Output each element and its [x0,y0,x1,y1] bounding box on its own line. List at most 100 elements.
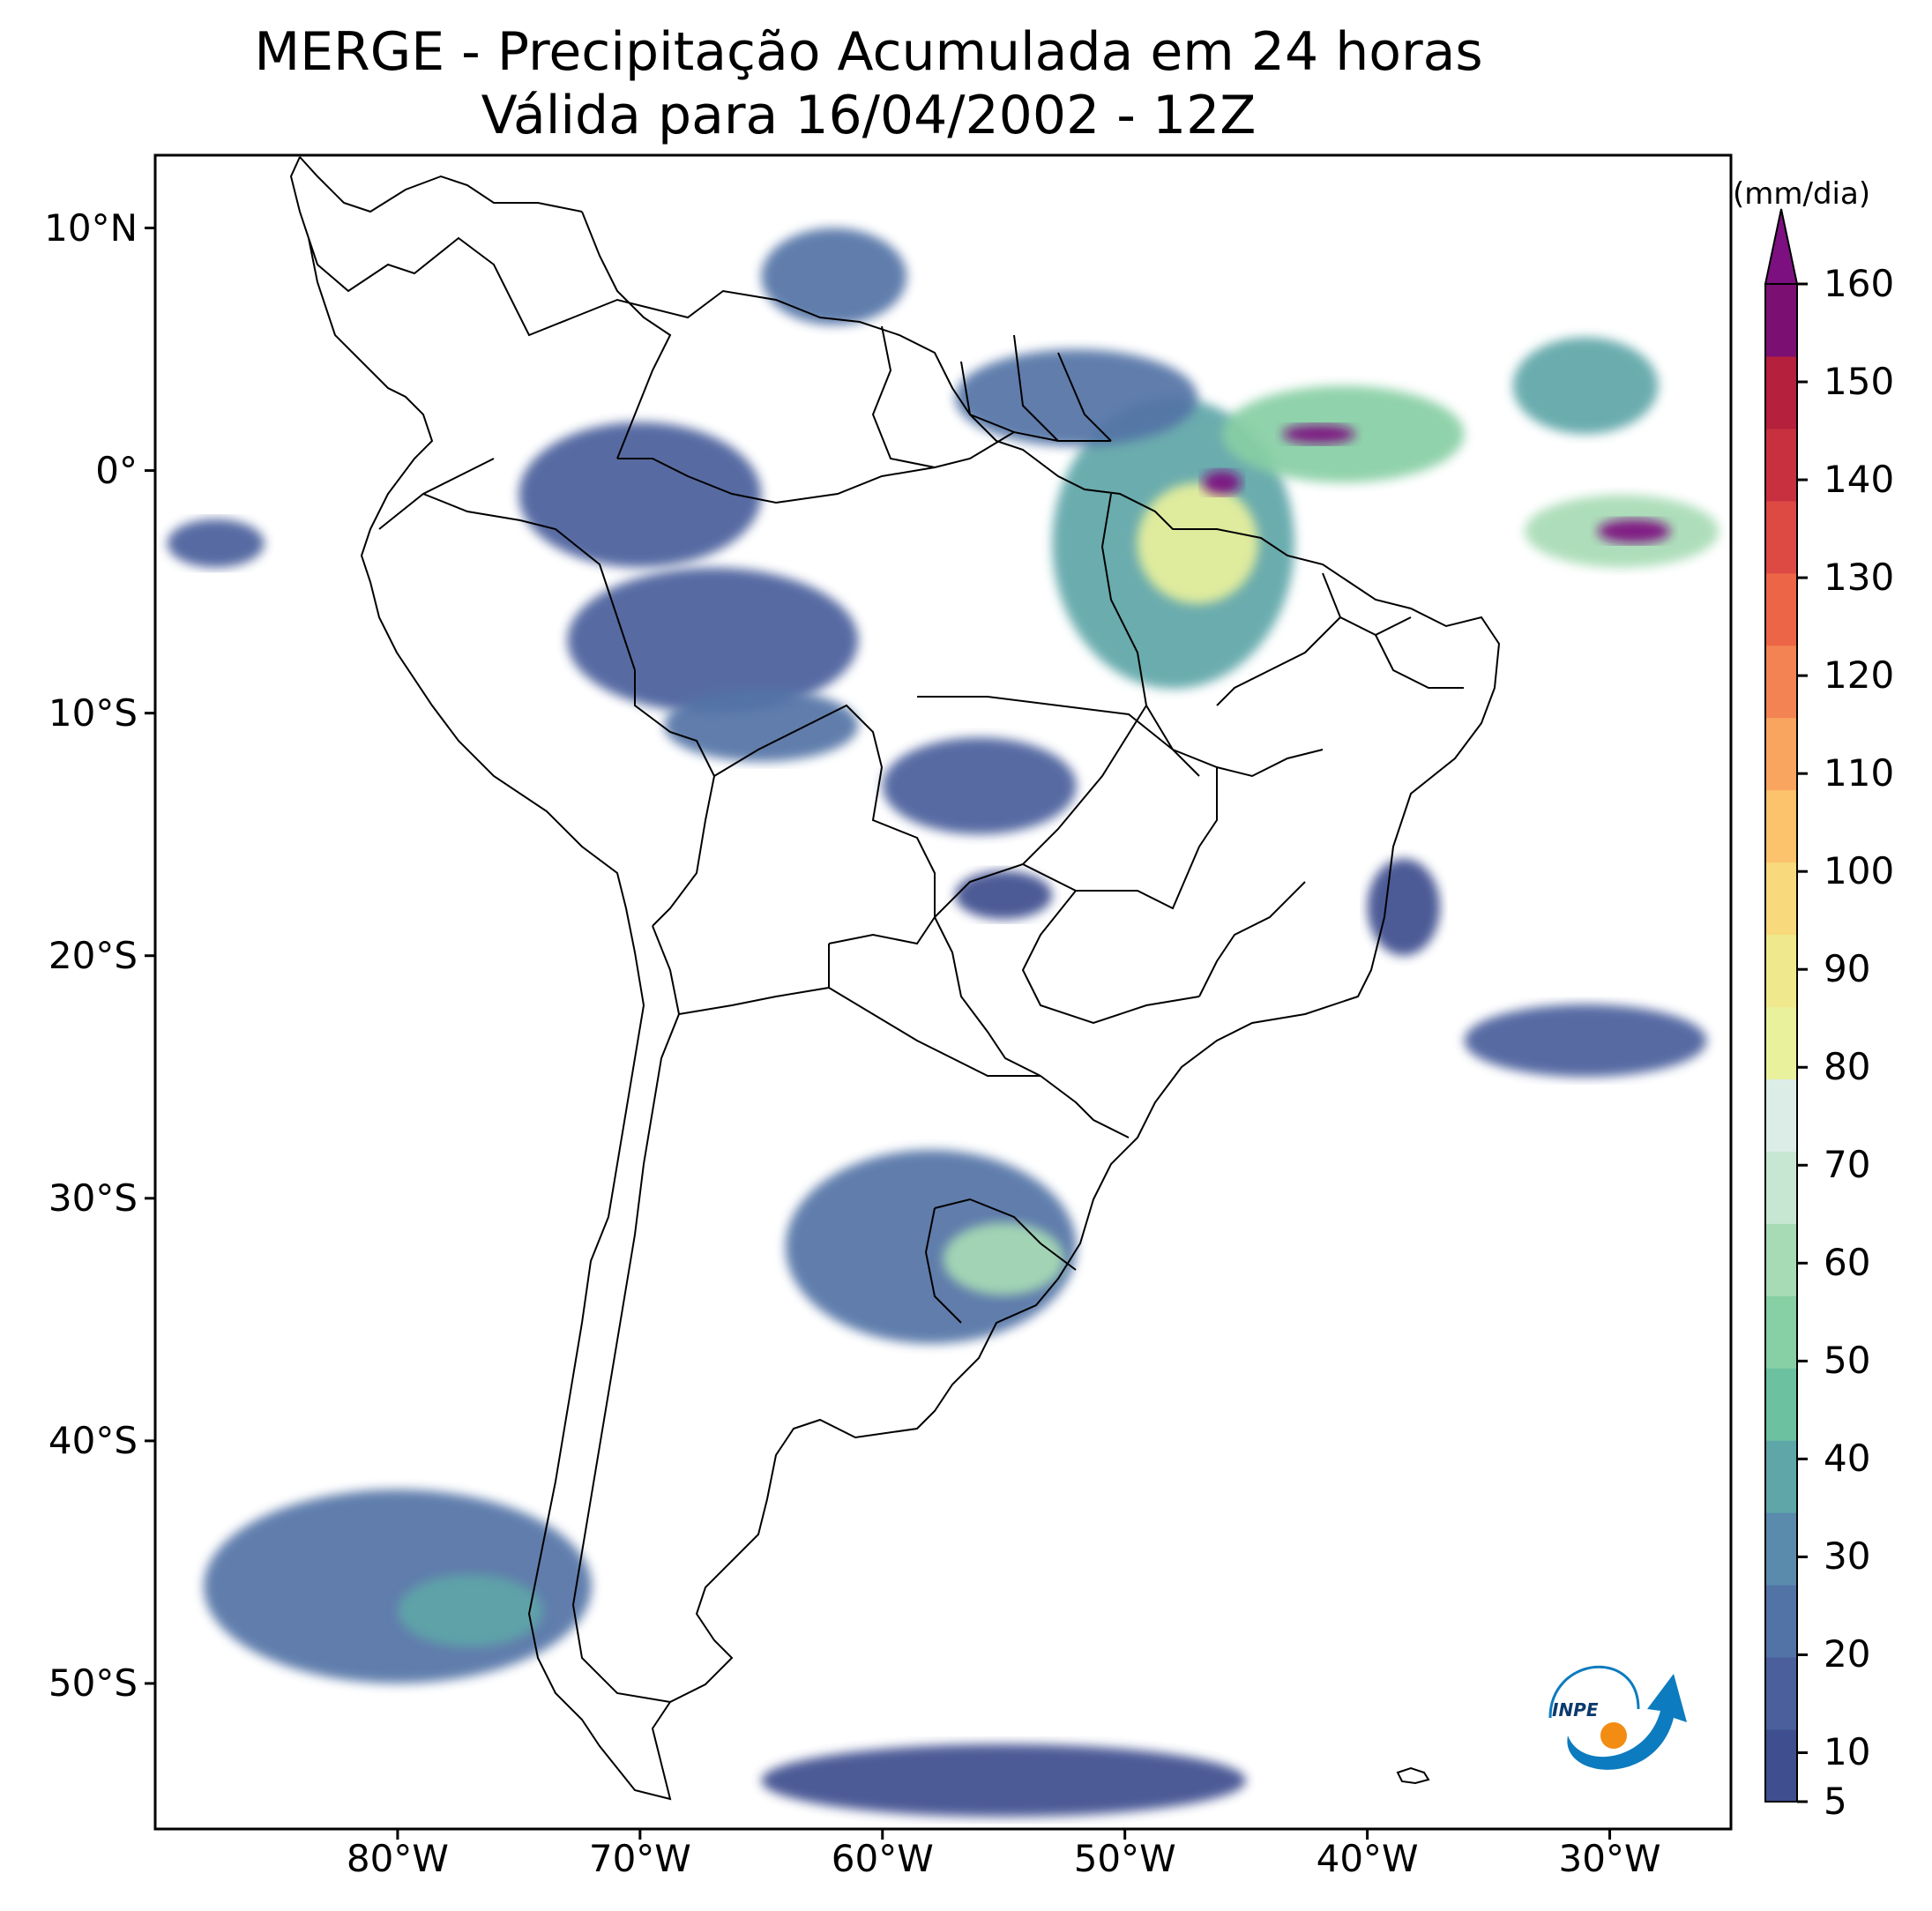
logo-thin-arc [1548,1665,1640,1719]
border-colombia-venezuela [581,211,672,459]
central-america-coastline [289,156,583,239]
map-title-line2: Válida para 16/04/2002 - 12Z [481,85,1257,146]
lat-tick-label: 10°S [48,690,138,735]
colorbar-segment [1765,1657,1797,1730]
lat-tick-label: 50°S [48,1661,138,1705]
border-colombia-peru [422,493,636,671]
lon-tick-label: 30°W [1558,1837,1661,1880]
precip-area-patagonia-core [397,1574,543,1647]
border-bolivia-paraguay [828,916,936,945]
colorbar-segment [1765,1151,1797,1224]
colorbar-segment [1765,1512,1797,1586]
coastline-and-borders [289,156,1501,1801]
border-suriname-guiana [1013,334,1059,442]
precip-area-atlantic-north-1-max [1282,424,1355,444]
precip-area-para-max [1202,470,1242,496]
lat-tick-label: 20°S [48,933,138,977]
colorbar-tick-label: 70 [1824,1143,1871,1187]
border-peru-brazil [634,670,715,777]
colorbar-segment [1765,1079,1797,1152]
lon-tick-label: 60°W [831,1837,934,1880]
border-guyana-suriname [960,361,1015,433]
colorbar-segment [1765,1006,1797,1079]
precipitation-layer [167,228,1719,1818]
precip-area-atlantic-north-3-max [1597,519,1671,544]
colorbar-tick-label: 120 [1824,653,1895,698]
brazil-state-lines [917,493,1464,1025]
precip-area-colombia-amazon [518,422,762,568]
border-chile-argentina [571,1013,680,1703]
colorbar-tick-label: 5 [1824,1780,1847,1823]
lon-tick-label: 50°W [1073,1837,1176,1880]
border-ecuador-peru [378,458,495,530]
map-title-line1: MERGE - Precipitação Acumulada em 24 hor… [254,21,1483,83]
colorbar-tick-label: 50 [1824,1339,1871,1383]
colorbar-tick-label: 10 [1824,1730,1871,1774]
lat-tick-label: 0° [95,448,138,492]
border-uruguay-argentina [924,1207,962,1324]
colorbar-segment [1765,500,1797,574]
logo-orange-dot [1600,1722,1627,1749]
border-uruguay-brazil [934,1198,1077,1271]
map-frame [153,153,1733,1831]
precip-area-western-amazon [567,567,859,713]
colorbar [1764,208,1808,1803]
colorbar-tick-label: 60 [1824,1241,1871,1285]
colorbar-tick-label: 100 [1824,849,1895,893]
colorbar-segment [1765,1295,1797,1369]
colorbar-segment [1765,1585,1797,1658]
colorbar-segment [1765,1729,1797,1803]
colorbar-tick-label: 40 [1824,1437,1871,1481]
falkland-islands [1396,1766,1430,1785]
lon-tick-label: 80°W [346,1837,449,1880]
precip-area-para-core [1137,482,1258,604]
border-brazil-north [617,430,1111,504]
precip-area-pacific-equator [167,519,265,568]
lat-tick-label: 10°N [44,205,138,250]
colorbar-segment [1765,645,1797,719]
colorbar-tick-label: 130 [1824,556,1895,600]
colorbar-tick-label: 110 [1824,751,1895,795]
border-guiana-brazil [1057,352,1112,442]
lon-tick-label: 70°W [588,1837,691,1880]
colorbar-segment [1765,572,1797,646]
colorbar-units: (mm/dia) [1733,176,1871,212]
border-argentina-brazil [1040,1075,1130,1138]
axis-ticks [145,227,1612,1840]
colorbar-tick-label: 80 [1824,1045,1871,1089]
colorbar-segment [1765,428,1797,502]
border-paraguay-argentina [828,987,1041,1077]
logo-blue-arc [1567,1674,1687,1770]
precip-area-venezuela-coast [761,228,907,325]
precip-area-patagonia-pacific [203,1489,592,1683]
logo-text: INPE [1552,1699,1599,1721]
colorbar-segment [1765,1440,1797,1513]
precip-area-pantanal [955,870,1053,920]
colorbar-segment [1765,862,1797,936]
colorbar-segment [1765,789,1797,863]
colorbar-segment [1765,1223,1797,1296]
colorbar-tick-label: 20 [1824,1632,1871,1676]
inpe-logo: INPE [1548,1665,1687,1770]
lon-tick-label: 40°W [1316,1837,1419,1880]
colorbar-tick-label: 90 [1824,947,1871,991]
precip-area-atlantic-north-2 [1512,337,1659,435]
border-bolivia-brazil [713,704,936,917]
colorbar-tick-label: 140 [1824,458,1895,502]
border-venezuela-guyana [871,325,936,468]
colorbar-segment [1765,717,1797,791]
precip-area-guianas [955,349,1198,447]
lat-tick-label: 40°S [48,1418,138,1462]
colorbar-tick-label: 30 [1824,1534,1871,1579]
south-america-coastline [308,236,1501,1801]
border-chile-bolivia [652,925,680,1015]
border-peru-bolivia [652,775,715,927]
border-bolivia-argentina [678,944,830,1015]
precip-area-mato-grosso [882,737,1077,835]
lat-tick-label: 30°S [48,1176,138,1220]
border-paraguay-brazil [934,916,1041,1077]
colorbar-segment [1765,355,1797,429]
colorbar-segment [1765,284,1797,357]
colorbar-segment [1765,934,1797,1008]
colorbar-extend-arrow [1764,208,1799,285]
